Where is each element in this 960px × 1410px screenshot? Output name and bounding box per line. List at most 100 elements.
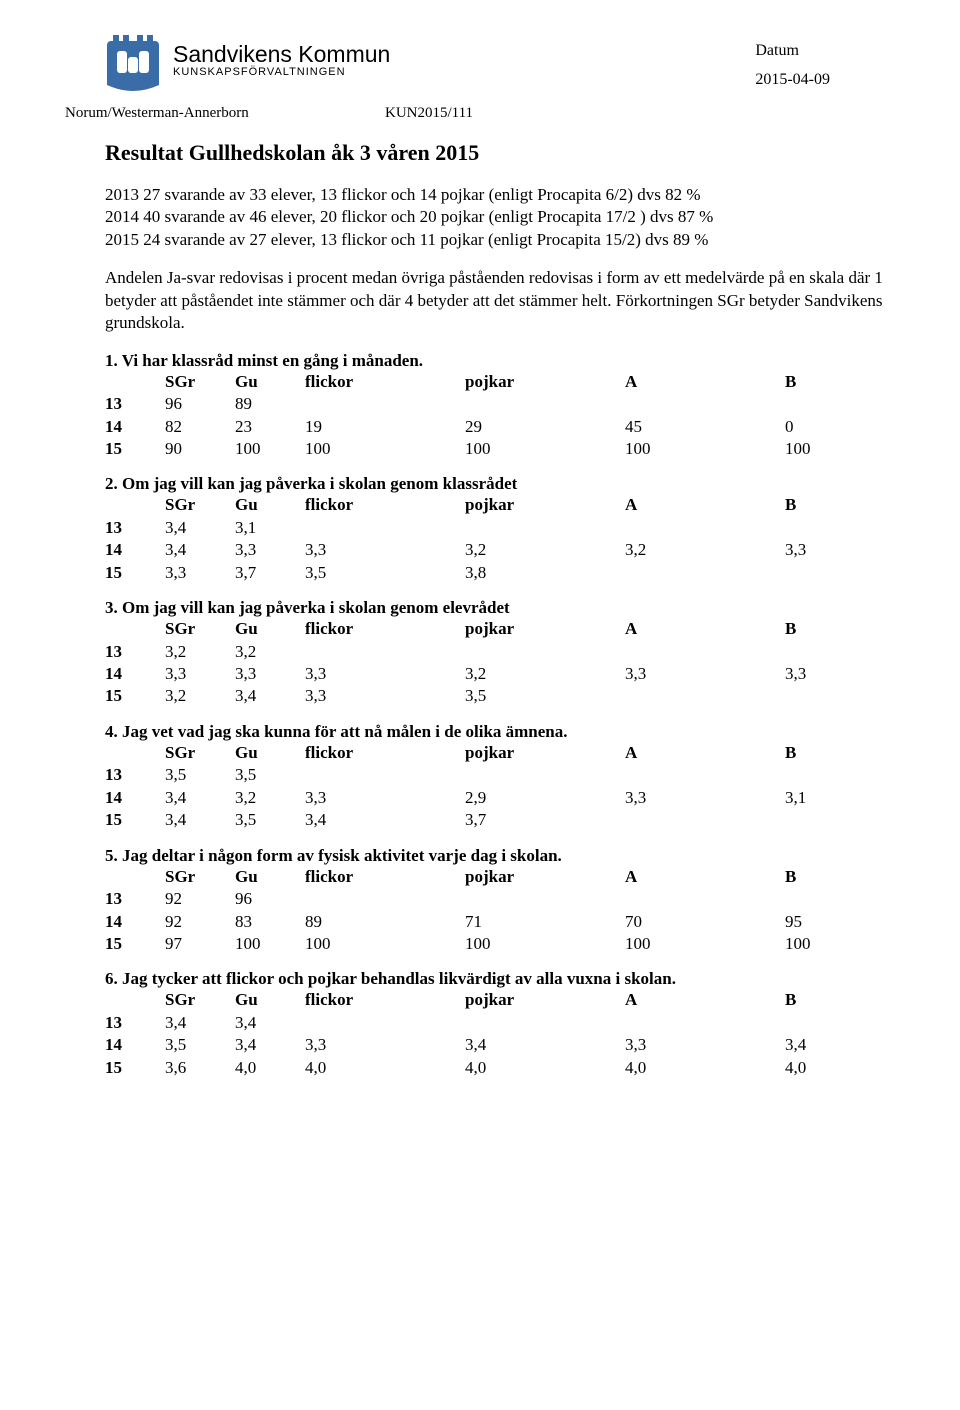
- table-header-row: SGrGuflickorpojkarAB: [105, 371, 890, 393]
- cell-fl: [305, 764, 465, 786]
- header: Sandvikens Kommun KUNSKAPSFÖRVALTNINGEN …: [105, 35, 890, 97]
- cell-gu: 4,0: [235, 1057, 305, 1079]
- cell-b: [785, 393, 890, 415]
- cell-gu: 3,3: [235, 663, 305, 685]
- cell-sgr: 90: [165, 438, 235, 460]
- cell-a: 70: [625, 911, 785, 933]
- cell-a: [625, 809, 785, 831]
- page-title: Resultat Gullhedskolan åk 3 våren 2015: [105, 140, 890, 166]
- cell-sgr: 3,4: [165, 1012, 235, 1034]
- cell-fl: 100: [305, 438, 465, 460]
- cell-sgr: 3,2: [165, 641, 235, 663]
- cell-fl: 3,3: [305, 663, 465, 685]
- cell-gu: 83: [235, 911, 305, 933]
- table-row: 133,53,5: [105, 764, 890, 786]
- cell-gu: 3,7: [235, 562, 305, 584]
- table-row: 133,43,1: [105, 517, 890, 539]
- cell-po: [465, 393, 625, 415]
- data-table: SGrGuflickorpojkarAB13929614928389717095…: [105, 866, 890, 956]
- col-flickor: flickor: [305, 989, 465, 1011]
- cell-b: [785, 517, 890, 539]
- question-section: 6. Jag tycker att flickor och pojkar beh…: [105, 969, 890, 1079]
- cell-b: [785, 685, 890, 707]
- cell-sgr: 3,4: [165, 517, 235, 539]
- cell-po: 3,2: [465, 539, 625, 561]
- table-header-row: SGrGuflickorpojkarAB: [105, 742, 890, 764]
- cell-fl: [305, 888, 465, 910]
- cell-a: [625, 562, 785, 584]
- cell-yr: 15: [105, 562, 165, 584]
- col-sgr: SGr: [165, 989, 235, 1011]
- cell-po: [465, 641, 625, 663]
- cell-sgr: 3,4: [165, 539, 235, 561]
- table-row: 153,43,53,43,7: [105, 809, 890, 831]
- question-title: 6. Jag tycker att flickor och pojkar beh…: [105, 969, 890, 989]
- table-row: 153,23,43,33,5: [105, 685, 890, 707]
- cell-yr: 13: [105, 641, 165, 663]
- cell-b: 3,3: [785, 663, 890, 685]
- col-pojkar: pojkar: [465, 618, 625, 640]
- cell-yr: 14: [105, 663, 165, 685]
- table-row: 133,23,2: [105, 641, 890, 663]
- col-pojkar: pojkar: [465, 494, 625, 516]
- col-flickor: flickor: [305, 494, 465, 516]
- cell-po: [465, 1012, 625, 1034]
- col-pojkar: pojkar: [465, 371, 625, 393]
- col-flickor: flickor: [305, 618, 465, 640]
- cell-fl: 3,4: [305, 809, 465, 831]
- col-b: B: [785, 989, 890, 1011]
- cell-yr: 13: [105, 517, 165, 539]
- question-title: 3. Om jag vill kan jag påverka i skolan …: [105, 598, 890, 618]
- table-row: 143,43,33,33,23,23,3: [105, 539, 890, 561]
- cell-po: 3,2: [465, 663, 625, 685]
- logo-text: Sandvikens Kommun KUNSKAPSFÖRVALTNINGEN: [173, 35, 390, 78]
- col-year: [105, 494, 165, 516]
- date-label: Datum: [755, 37, 830, 66]
- cell-gu: 3,4: [235, 1012, 305, 1034]
- cell-gu: 3,2: [235, 787, 305, 809]
- cell-b: 100: [785, 933, 890, 955]
- col-sgr: SGr: [165, 371, 235, 393]
- col-b: B: [785, 866, 890, 888]
- cell-b: [785, 809, 890, 831]
- table-header-row: SGrGuflickorpojkarAB: [105, 866, 890, 888]
- intro-p1: 2013 27 svarande av 33 elever, 13 flicko…: [105, 184, 890, 251]
- cell-fl: 3,3: [305, 685, 465, 707]
- col-flickor: flickor: [305, 866, 465, 888]
- cell-yr: 14: [105, 787, 165, 809]
- cell-fl: [305, 641, 465, 663]
- cell-fl: 3,3: [305, 787, 465, 809]
- table-row: 153,64,04,04,04,04,0: [105, 1057, 890, 1079]
- table-row: 133,43,4: [105, 1012, 890, 1034]
- cell-po: 29: [465, 416, 625, 438]
- cell-a: [625, 641, 785, 663]
- cell-gu: 3,5: [235, 809, 305, 831]
- data-table: SGrGuflickorpojkarAB13968914822319294501…: [105, 371, 890, 461]
- col-a: A: [625, 494, 785, 516]
- cell-po: 3,8: [465, 562, 625, 584]
- col-pojkar: pojkar: [465, 989, 625, 1011]
- cell-po: 2,9: [465, 787, 625, 809]
- cell-sgr: 97: [165, 933, 235, 955]
- logo-block: Sandvikens Kommun KUNSKAPSFÖRVALTNINGEN: [105, 35, 755, 97]
- cell-a: 3,2: [625, 539, 785, 561]
- table-row: 139689: [105, 393, 890, 415]
- col-gu: Gu: [235, 494, 305, 516]
- cell-b: [785, 641, 890, 663]
- table-row: 153,33,73,53,8: [105, 562, 890, 584]
- col-sgr: SGr: [165, 866, 235, 888]
- cell-sgr: 3,5: [165, 1034, 235, 1056]
- col-year: [105, 742, 165, 764]
- cell-sgr: 3,6: [165, 1057, 235, 1079]
- cell-gu: 96: [235, 888, 305, 910]
- cell-gu: 100: [235, 933, 305, 955]
- cell-a: [625, 764, 785, 786]
- byline-row: Norum/Westerman-Annerborn KUN2015/111: [65, 105, 890, 122]
- question-title: 5. Jag deltar i någon form av fysisk akt…: [105, 846, 890, 866]
- cell-b: 4,0: [785, 1057, 890, 1079]
- col-gu: Gu: [235, 371, 305, 393]
- question-title: 1. Vi har klassråd minst en gång i månad…: [105, 351, 890, 371]
- col-a: A: [625, 866, 785, 888]
- cell-gu: 3,1: [235, 517, 305, 539]
- question-title: 4. Jag vet vad jag ska kunna för att nå …: [105, 722, 890, 742]
